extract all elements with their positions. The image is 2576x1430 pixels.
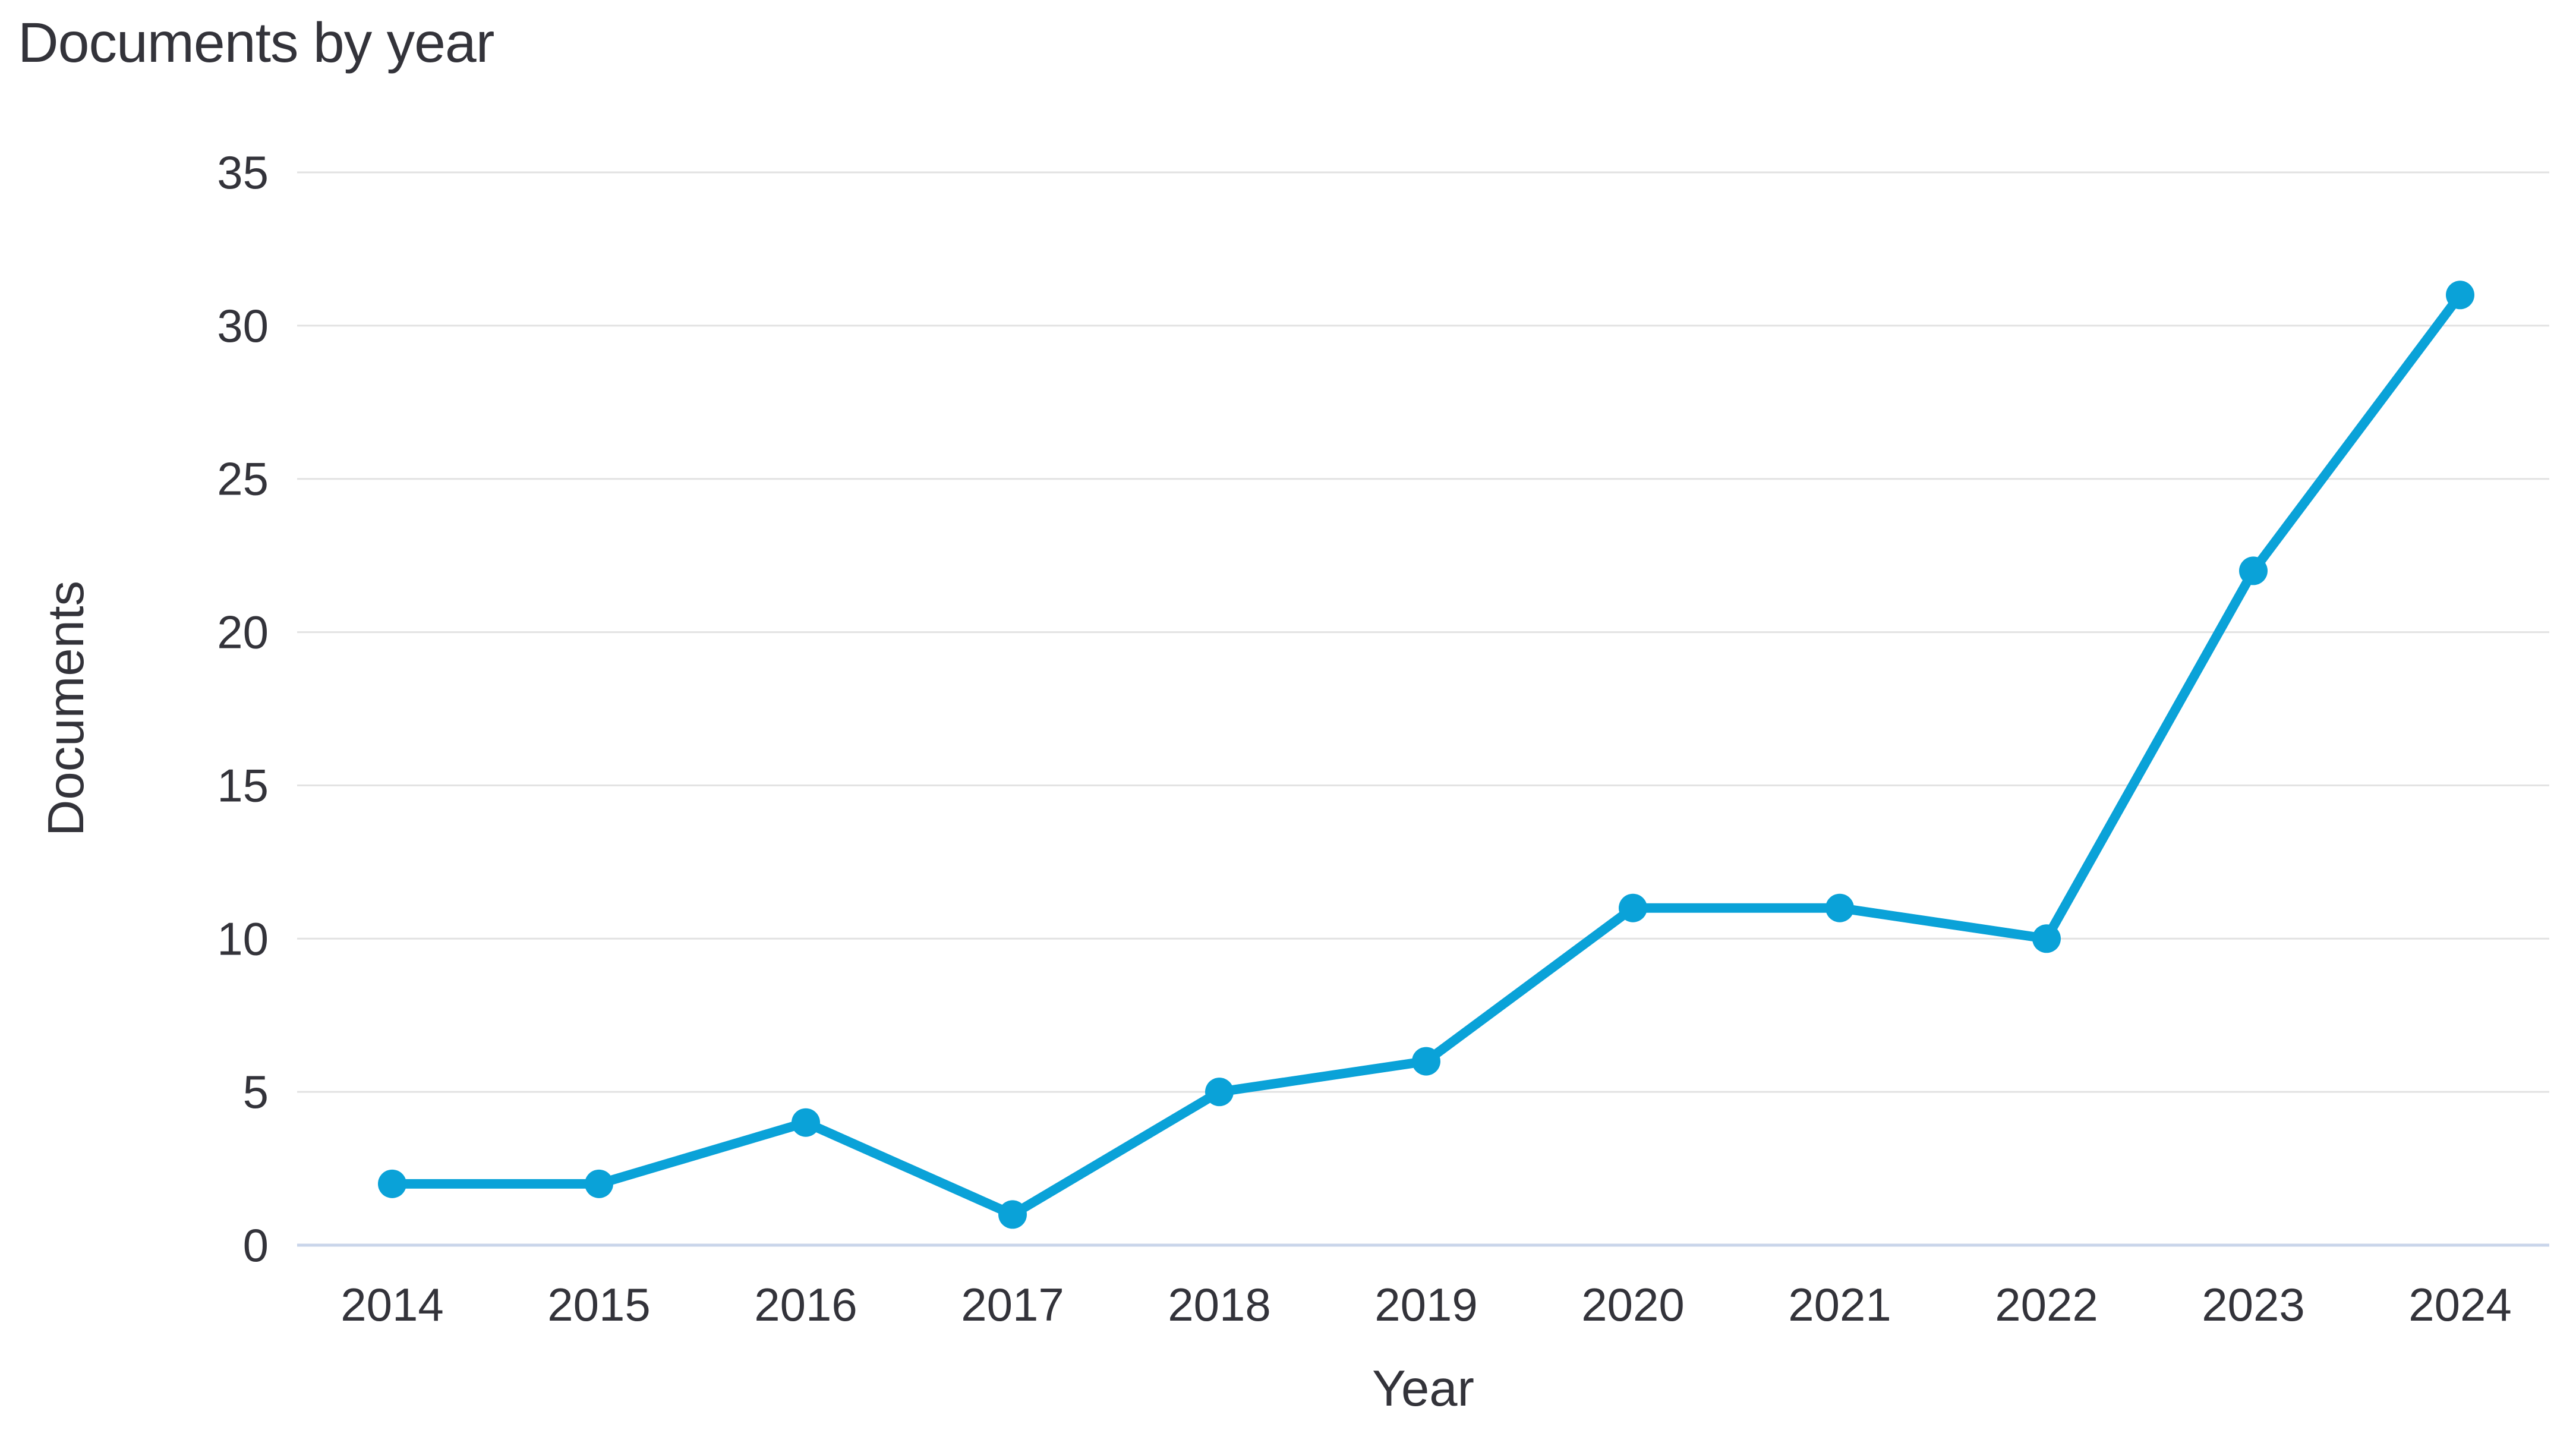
x-tick-label-2015: 2015	[547, 1278, 651, 1331]
data-point-2023[interactable]	[2239, 556, 2268, 585]
y-tick-label-35: 35	[217, 146, 269, 199]
x-tick-label-2021: 2021	[1788, 1278, 1891, 1331]
data-point-2020[interactable]	[1619, 893, 1647, 922]
data-point-2018[interactable]	[1205, 1078, 1234, 1107]
x-tick-label-2014: 2014	[340, 1278, 444, 1331]
data-point-2019[interactable]	[1412, 1047, 1440, 1076]
data-point-2017[interactable]	[998, 1200, 1027, 1229]
x-tick-label-2020: 2020	[1581, 1278, 1685, 1331]
y-tick-label-20: 20	[217, 606, 269, 659]
y-tick-label-30: 30	[217, 300, 269, 352]
y-tick-label-5: 5	[243, 1066, 269, 1118]
x-tick-label-2018: 2018	[1168, 1278, 1271, 1331]
y-tick-label-10: 10	[217, 912, 269, 965]
x-axis-title: Year	[1372, 1360, 1474, 1417]
x-tick-label-2022: 2022	[1995, 1278, 2098, 1331]
y-tick-label-0: 0	[243, 1219, 269, 1271]
data-point-2021[interactable]	[1825, 893, 1854, 922]
y-tick-label-15: 15	[217, 759, 269, 811]
chart-title: Documents by year	[18, 11, 494, 74]
data-point-2015[interactable]	[585, 1169, 613, 1198]
data-point-2014[interactable]	[378, 1169, 406, 1198]
x-tick-label-2017: 2017	[961, 1278, 1064, 1331]
x-tick-label-2019: 2019	[1374, 1278, 1478, 1331]
x-tick-label-2023: 2023	[2202, 1278, 2305, 1331]
data-point-2022[interactable]	[2032, 924, 2061, 953]
x-tick-label-2016: 2016	[754, 1278, 857, 1331]
data-line-documents	[387, 290, 2465, 1220]
data-point-2016[interactable]	[792, 1108, 820, 1137]
y-tick-label-25: 25	[217, 453, 269, 505]
x-tick-label-2024: 2024	[2408, 1278, 2512, 1331]
data-point-2024[interactable]	[2446, 281, 2474, 310]
